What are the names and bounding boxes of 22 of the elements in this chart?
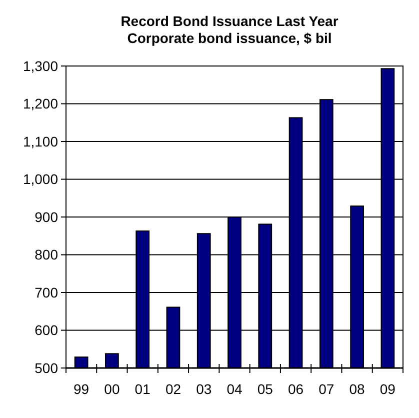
x-tick-label: 02 [165,381,182,397]
y-tick-label: 1,300 [22,58,58,74]
y-tick-label: 1,100 [22,133,58,150]
chart-title: Record Bond Issuance Last Year [120,13,339,29]
x-tick-label: 04 [226,381,242,397]
x-tick-label: 06 [288,381,304,397]
y-tick-label: 500 [34,360,58,376]
x-tick-label: 99 [74,381,90,397]
x-tick-label: 07 [318,381,334,397]
x-tick-label: 00 [104,381,120,397]
y-tick-label: 1,000 [22,171,58,188]
y-tick-label: 1,200 [22,96,58,112]
chart-subtitle: Corporate bond issuance, $ bil [127,30,332,46]
y-tick-label: 700 [34,284,58,300]
x-tick-label: 03 [196,381,212,397]
y-tick-label: 900 [34,208,58,225]
x-tick-label: 09 [380,381,396,397]
y-tick-label: 600 [34,322,58,338]
y-tick-label: 800 [34,246,58,263]
x-tick-label: 08 [349,381,366,397]
x-tick-label: 01 [134,381,151,397]
x-tick-label: 05 [257,381,274,397]
